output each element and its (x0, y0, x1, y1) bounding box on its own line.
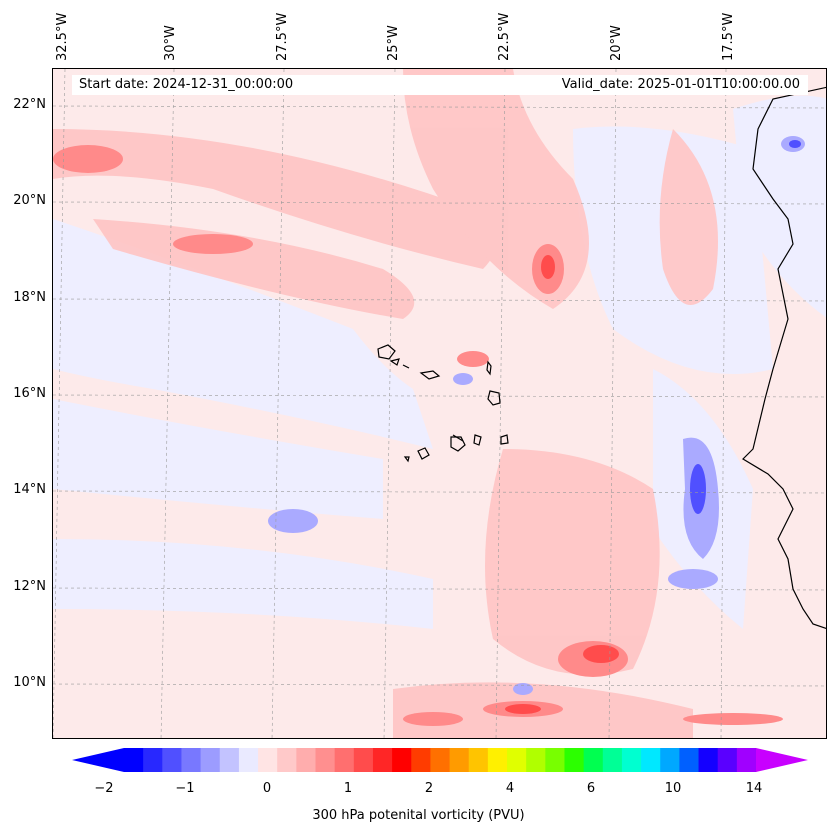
lat-label-22n: 22°N (13, 97, 46, 112)
valid-date-label: Valid_date: 2025-01-01T10:00:00.00 (561, 77, 800, 92)
colorbar-tick-0: 0 (262, 781, 272, 796)
colorbar-tick-2: 2 (424, 781, 434, 796)
colorbar-tick-6: 6 (586, 781, 596, 796)
colorbar-tick-4: 4 (505, 781, 515, 796)
gridlines (53, 69, 826, 738)
lon-label-25w: 25°W (386, 25, 401, 61)
lat-label-12n: 12°N (13, 579, 46, 594)
colorbar-extend-max (756, 748, 808, 772)
africa-coastline (742, 86, 826, 629)
colorbar-cell (717, 748, 738, 772)
lat-label-10n: 10°N (13, 675, 46, 690)
colorbar-cell (468, 748, 489, 772)
colorbar-tick-1: 1 (343, 781, 353, 796)
colorbar-cell (564, 748, 585, 772)
colorbar-cell (162, 748, 182, 772)
colorbar-label: 300 hPa potenital vorticity (PVU) (312, 808, 525, 823)
colorbar-cell (583, 748, 604, 772)
lat-label-20n: 20°N (13, 193, 46, 208)
colorbar-cell (660, 748, 680, 772)
colorbar-cell (698, 748, 719, 772)
colorbar-tick-minus-1: −1 (175, 781, 195, 796)
colorbar-tick-minus-2: −2 (94, 781, 114, 796)
map-panel (52, 68, 827, 739)
info-bar: Start date: 2024-12-31_00:00:00 Valid_da… (72, 75, 808, 95)
colorbar-cell (545, 748, 565, 772)
colorbar-cells (124, 748, 757, 772)
colorbar-cell (258, 748, 278, 772)
colorbar-cell (392, 748, 412, 772)
colorbar-cell (679, 748, 700, 772)
colorbar-cell (334, 748, 355, 772)
colorbar-cell (526, 748, 546, 772)
colorbar (72, 748, 808, 772)
colorbar-cell (487, 748, 508, 772)
colorbar-cell (430, 748, 451, 772)
colorbar-cell (219, 748, 240, 772)
colorbar-cell (238, 748, 259, 772)
cape-verde-islands (377, 344, 509, 463)
lat-label-16n: 16°N (13, 386, 46, 401)
lon-label-20w: 20°W (609, 25, 624, 61)
colorbar-cell (200, 748, 221, 772)
colorbar-cell (372, 748, 393, 772)
colorbar-cell (411, 748, 431, 772)
colorbar-cell (315, 748, 336, 772)
lon-label-27-5w: 27.5°W (275, 12, 290, 61)
colorbar-cell (277, 748, 297, 772)
colorbar-cell (181, 748, 202, 772)
colorbar-cell (296, 748, 317, 772)
lon-label-30w: 30°W (163, 25, 178, 61)
colorbar-cell (641, 748, 661, 772)
colorbar-cell (449, 748, 470, 772)
colorbar-cell (621, 748, 642, 772)
colorbar-cell (124, 748, 144, 772)
colorbar-cell (143, 748, 163, 772)
colorbar-tick-14: 14 (745, 781, 763, 796)
pv-field-map (53, 69, 826, 738)
lat-label-14n: 14°N (13, 482, 46, 497)
colorbar-extend-min (72, 748, 124, 772)
lon-label-17-5w: 17.5°W (721, 12, 736, 61)
lon-label-22-5w: 22.5°W (497, 12, 512, 61)
negative-pv-peaks (690, 140, 801, 514)
colorbar-cell (353, 748, 374, 772)
lon-label-32-5w: 32.5°W (55, 12, 70, 61)
colorbar-cell (602, 748, 623, 772)
start-date-label: Start date: 2024-12-31_00:00:00 (79, 77, 294, 92)
colorbar-tick-10: 10 (664, 781, 682, 796)
colorbar-cell (507, 748, 527, 772)
colorbar-cell (736, 748, 757, 772)
lat-label-18n: 18°N (13, 290, 46, 305)
